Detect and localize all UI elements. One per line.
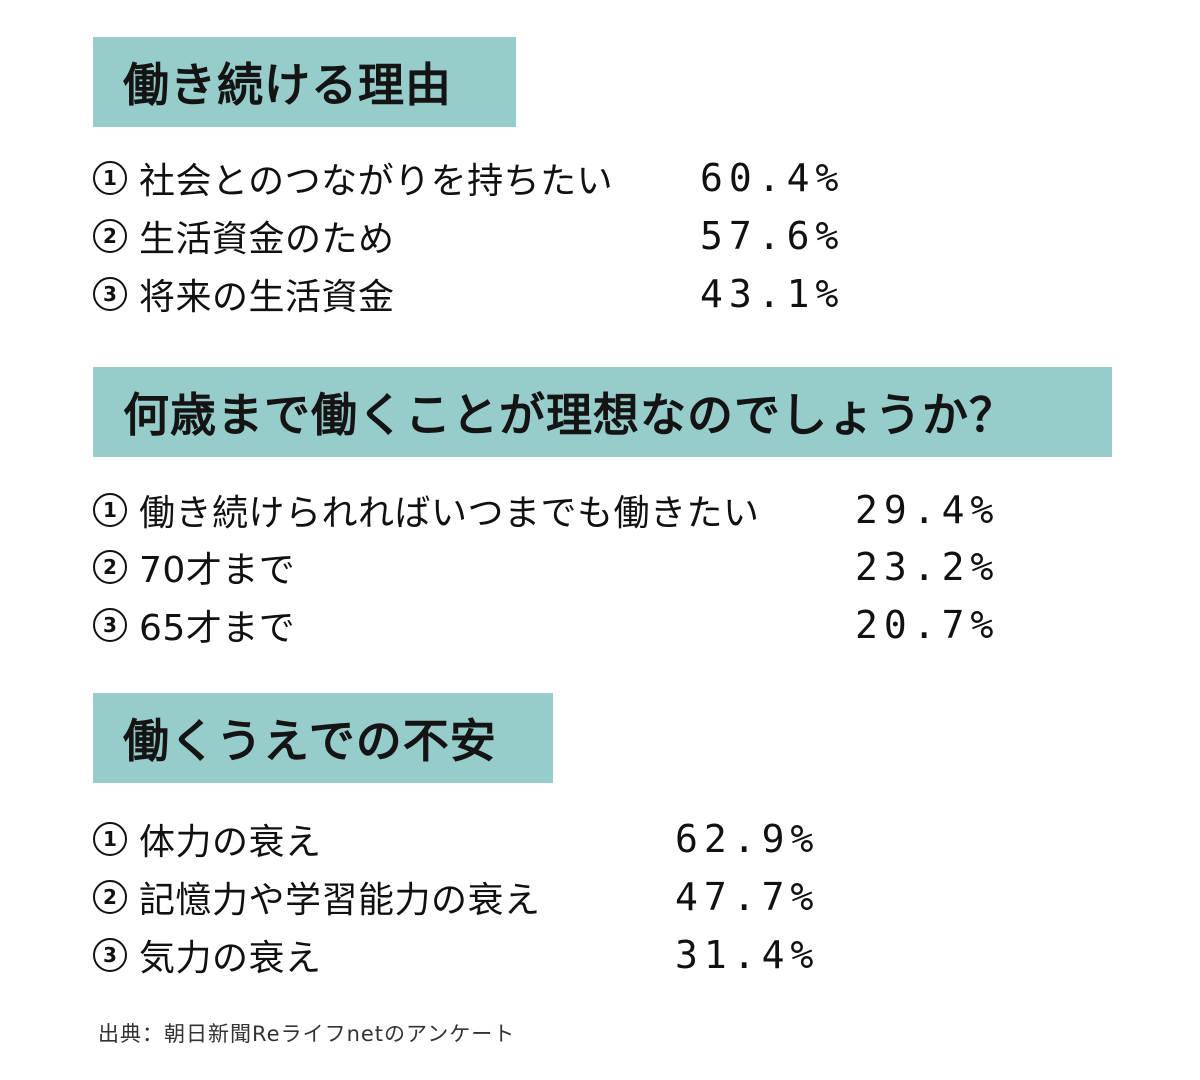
number-badge: 1 <box>93 822 127 856</box>
item-value: 43.1% <box>700 272 845 316</box>
item-value: 20.7% <box>855 603 1000 647</box>
item-label: 70才まで <box>139 550 296 591</box>
item-value: 57.6% <box>700 214 845 258</box>
item-label: 気力の衰え <box>139 938 322 979</box>
section-3-item-3: 3 気力の衰え 31.4% <box>93 930 893 980</box>
item-value: 62.9% <box>675 817 820 861</box>
item-value: 60.4% <box>700 156 845 200</box>
item-label: 生活資金のため <box>139 219 395 260</box>
item-value: 31.4% <box>675 933 820 977</box>
number-badge: 3 <box>93 938 127 972</box>
section-2-item-1: 1 働き続けられればいつまでも働きたい 29.4% <box>93 485 1093 535</box>
section-3-item-1: 1 体力の衰え 62.9% <box>93 814 893 864</box>
section-2-heading: 何歳まで働くことが理想なのでしょうか？ <box>93 367 1112 457</box>
item-label: 体力の衰え <box>139 822 322 863</box>
section-2-item-2: 2 70才まで 23.2% <box>93 542 1093 592</box>
section-1-item-2: 2 生活資金のため 57.6% <box>93 211 893 261</box>
item-label: 65才まで <box>139 608 296 649</box>
item-label: 社会とのつながりを持ちたい <box>139 161 614 202</box>
number-badge: 2 <box>93 219 127 253</box>
number-badge: 2 <box>93 550 127 584</box>
item-label: 記憶力や学習能力の衰え <box>139 880 541 921</box>
section-3-heading: 働くうえでの不安 <box>93 693 553 783</box>
item-label: 働き続けられればいつまでも働きたい <box>139 493 760 534</box>
number-badge: 1 <box>93 161 127 195</box>
section-1-item-3: 3 将来の生活資金 43.1% <box>93 269 893 319</box>
section-1-heading: 働き続ける理由 <box>93 37 516 127</box>
section-2-item-3: 3 65才まで 20.7% <box>93 600 1093 650</box>
number-badge: 1 <box>93 493 127 527</box>
item-value: 23.2% <box>855 545 1000 589</box>
number-badge: 2 <box>93 880 127 914</box>
number-badge: 3 <box>93 608 127 642</box>
item-value: 47.7% <box>675 875 820 919</box>
section-3-item-2: 2 記憶力や学習能力の衰え 47.7% <box>93 872 893 922</box>
item-label: 将来の生活資金 <box>139 277 395 318</box>
source-note: 出典：朝日新聞Reライフnetのアンケート <box>98 1022 516 1046</box>
item-value: 29.4% <box>855 488 1000 532</box>
section-1-item-1: 1 社会とのつながりを持ちたい 60.4% <box>93 153 893 203</box>
number-badge: 3 <box>93 277 127 311</box>
